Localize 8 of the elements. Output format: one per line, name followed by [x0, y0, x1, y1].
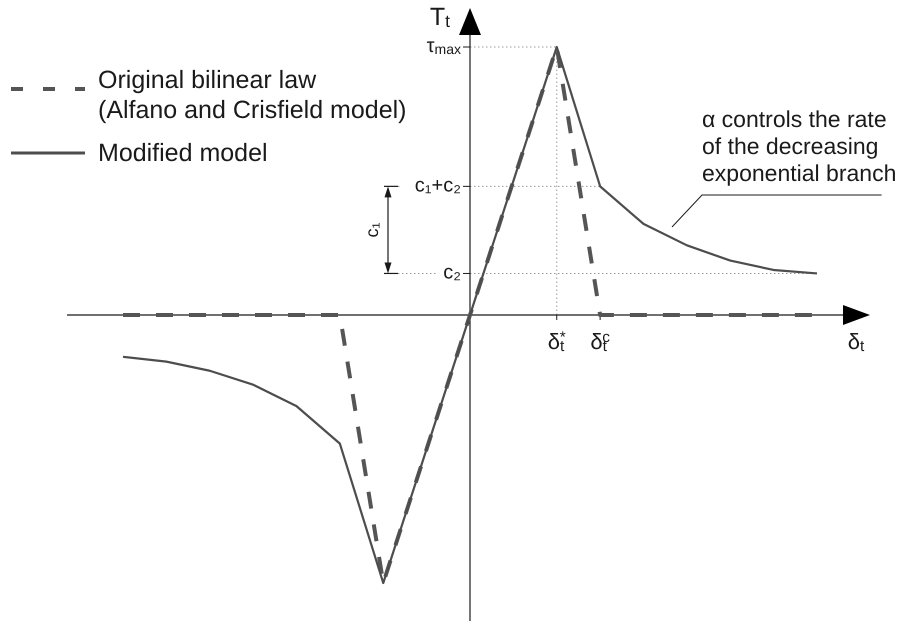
legend-label: Modified model — [98, 139, 268, 167]
annotation: c₁ — [362, 222, 382, 238]
annotation: α controls the rate of the decreasing exponential branch — [702, 106, 896, 186]
x-axis-title: δ$_{t}$ — [848, 329, 865, 355]
legend-label: Original bilinear law (Alfano and Crisfield model) — [98, 66, 406, 124]
ref-line-label: c₂ — [443, 261, 461, 284]
y-axis-title: T$_{t}$ — [430, 3, 450, 32]
ref-line-label: c₁+c₂ — [414, 174, 461, 196]
